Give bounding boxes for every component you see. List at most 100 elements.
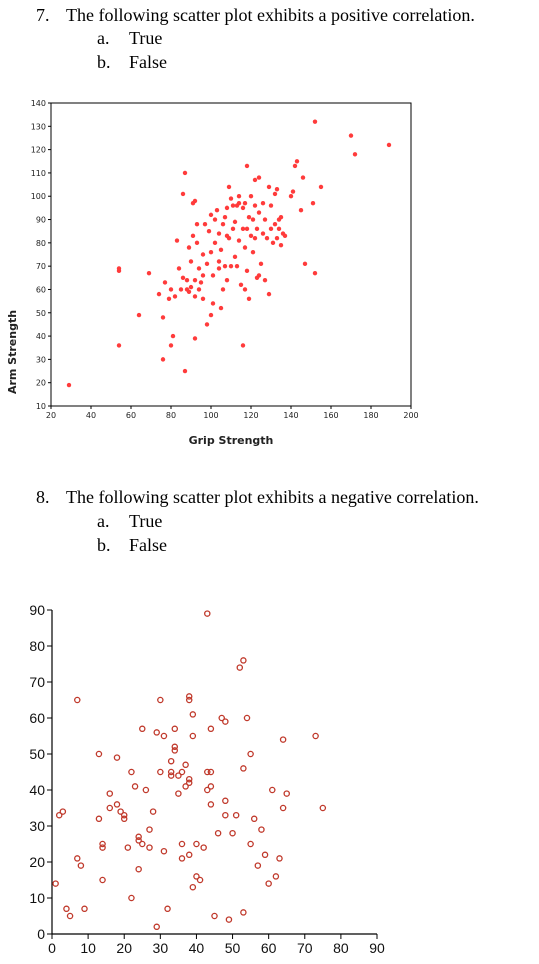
data-point bbox=[207, 725, 215, 733]
option-text: True bbox=[129, 28, 163, 48]
data-point bbox=[207, 768, 215, 776]
data-point bbox=[264, 235, 270, 241]
data-point bbox=[157, 696, 164, 704]
data-point bbox=[124, 844, 132, 851]
x-axis-label: Grip Strength bbox=[189, 434, 274, 447]
data-point bbox=[212, 217, 218, 222]
data-point bbox=[256, 175, 262, 180]
data-point bbox=[192, 277, 198, 283]
data-point bbox=[149, 808, 157, 815]
data-point bbox=[228, 196, 234, 201]
data-point bbox=[312, 270, 318, 276]
data-point bbox=[174, 238, 180, 243]
data-point bbox=[99, 844, 106, 851]
data-point bbox=[274, 187, 280, 192]
data-point bbox=[211, 912, 218, 920]
data-point bbox=[210, 301, 216, 306]
data-point bbox=[182, 783, 189, 790]
data-point bbox=[244, 226, 250, 232]
data-point bbox=[200, 844, 207, 851]
data-point bbox=[210, 273, 216, 278]
data-point bbox=[185, 696, 193, 704]
data-point bbox=[63, 905, 70, 913]
question-text: The following scatter plot exhibits a ne… bbox=[66, 487, 479, 507]
data-point bbox=[166, 296, 172, 301]
data-point bbox=[244, 268, 250, 274]
data-point bbox=[184, 277, 190, 283]
data-point bbox=[190, 233, 196, 239]
data-point bbox=[167, 768, 175, 776]
data-point bbox=[352, 152, 358, 157]
data-point bbox=[222, 811, 229, 819]
data-point bbox=[260, 201, 266, 206]
data-point bbox=[182, 761, 189, 769]
x-tick-label: 40 bbox=[86, 411, 96, 420]
y-tick-label: 70 bbox=[29, 674, 45, 690]
y-axis-label: Arm Strength bbox=[6, 310, 19, 394]
data-point bbox=[185, 775, 193, 783]
data-point bbox=[116, 343, 122, 348]
x-tick-label: 200 bbox=[403, 411, 418, 420]
data-point bbox=[283, 790, 290, 797]
data-point bbox=[256, 273, 262, 278]
data-point bbox=[250, 217, 256, 222]
data-point bbox=[193, 873, 200, 880]
data-point bbox=[246, 215, 252, 220]
data-point bbox=[204, 768, 211, 776]
data-point bbox=[120, 815, 128, 823]
data-point bbox=[247, 840, 254, 848]
y-tick-label: 30 bbox=[36, 355, 46, 364]
data-point bbox=[193, 840, 200, 848]
data-point bbox=[279, 736, 287, 743]
data-point bbox=[222, 215, 228, 220]
data-point bbox=[207, 783, 215, 790]
data-point bbox=[178, 768, 186, 776]
data-point bbox=[196, 287, 202, 292]
data-point bbox=[244, 163, 250, 169]
data-point bbox=[52, 880, 59, 887]
data-point bbox=[278, 242, 284, 248]
data-point bbox=[167, 757, 175, 765]
data-point bbox=[207, 801, 215, 808]
data-point bbox=[218, 714, 225, 722]
x-tick-label: 40 bbox=[189, 940, 205, 956]
y-tick-label: 120 bbox=[31, 146, 46, 155]
data-point bbox=[252, 203, 258, 208]
data-point bbox=[168, 343, 174, 348]
data-point bbox=[202, 222, 208, 227]
data-point bbox=[212, 240, 218, 246]
x-tick-label: 10 bbox=[80, 940, 96, 956]
data-point bbox=[220, 287, 226, 292]
x-tick-label: 80 bbox=[333, 940, 349, 956]
y-tick-label: 80 bbox=[29, 638, 45, 654]
data-point bbox=[188, 284, 194, 290]
data-point bbox=[146, 270, 152, 276]
data-point bbox=[189, 711, 197, 718]
y-tick-label: 60 bbox=[36, 285, 46, 294]
data-point bbox=[206, 228, 212, 234]
data-point bbox=[222, 263, 228, 269]
data-point bbox=[232, 219, 238, 225]
data-point bbox=[254, 862, 262, 869]
data-point bbox=[178, 840, 186, 848]
data-point bbox=[302, 261, 308, 267]
data-point bbox=[204, 786, 211, 794]
data-point bbox=[222, 718, 229, 725]
data-point bbox=[240, 909, 247, 916]
y-tick-label: 0 bbox=[37, 926, 45, 942]
data-point bbox=[99, 876, 106, 884]
y-tick-label: 40 bbox=[29, 782, 45, 798]
plot-frame bbox=[50, 102, 412, 407]
x-tick-label: 60 bbox=[126, 411, 136, 420]
data-point bbox=[171, 743, 179, 751]
data-point bbox=[246, 296, 252, 301]
data-point bbox=[214, 208, 220, 213]
x-tick-label: 50 bbox=[225, 940, 241, 956]
data-point bbox=[292, 163, 298, 169]
data-point bbox=[113, 801, 121, 808]
data-point bbox=[146, 844, 153, 851]
x-tick-label: 20 bbox=[46, 411, 56, 420]
x-tick-label: 90 bbox=[369, 940, 385, 956]
data-point bbox=[146, 826, 153, 833]
data-point bbox=[182, 368, 188, 374]
